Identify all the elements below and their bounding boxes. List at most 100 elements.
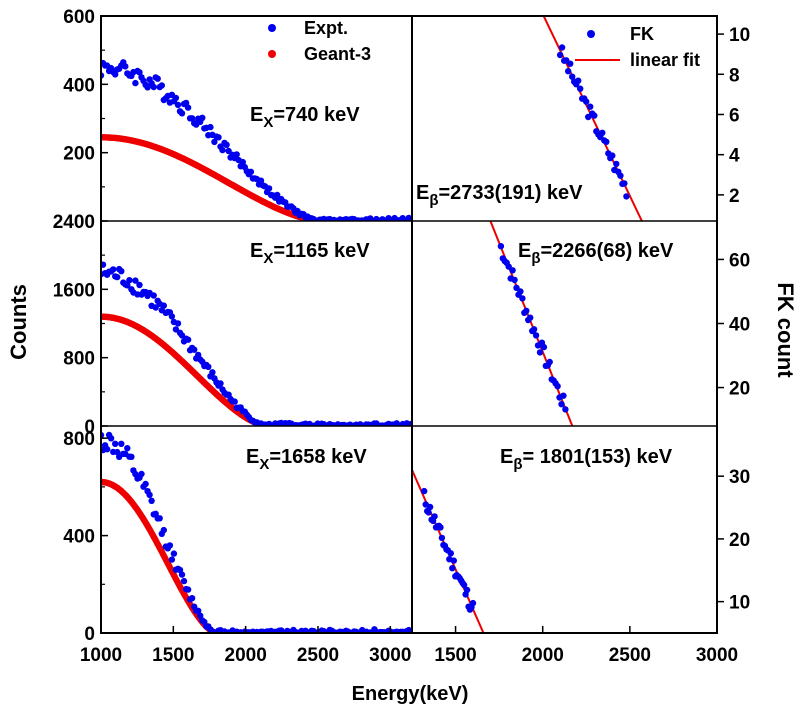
fk-point xyxy=(438,534,446,542)
expt-point xyxy=(174,320,182,327)
legend-left-marker xyxy=(268,50,276,58)
fk-point xyxy=(519,295,526,302)
expt-point xyxy=(170,550,178,557)
ex-value: =740 keV xyxy=(273,104,360,126)
expt-point xyxy=(274,191,281,199)
fk-point xyxy=(425,509,432,516)
x-axis-label: Energy(keV) xyxy=(352,683,469,705)
expt-point xyxy=(247,168,255,175)
ex-sub: X xyxy=(263,114,273,131)
fk-point xyxy=(437,524,444,531)
left-y-tick-label: 800 xyxy=(63,429,95,450)
fk-point xyxy=(469,599,477,607)
expt-point xyxy=(114,273,121,281)
right-y-tick-label: 2 xyxy=(729,186,740,207)
fk-point xyxy=(527,314,534,321)
right-panel-row-3 xyxy=(412,469,485,633)
fk-point xyxy=(532,332,540,339)
fk-point xyxy=(567,60,574,67)
expt-point xyxy=(154,75,161,82)
fk-point xyxy=(556,51,564,59)
left-y-tick-label: 800 xyxy=(63,349,95,370)
left-x-tick-label: 3000 xyxy=(369,645,411,666)
right-panel-row-1 xyxy=(542,16,643,221)
expt-point xyxy=(122,63,129,70)
right-y-tick-label: 60 xyxy=(729,250,750,271)
expt-point xyxy=(223,141,230,148)
expt-point xyxy=(168,556,176,563)
expt-point xyxy=(195,607,202,614)
expt-point xyxy=(124,282,131,289)
eb-prefix: E xyxy=(500,446,513,468)
right-x-tick-label: 2000 xyxy=(522,645,564,666)
expt-point xyxy=(407,628,412,633)
eb-value: =2266(68) keV xyxy=(541,240,675,262)
ex-prefix: E xyxy=(250,240,263,262)
left-panel-row-1 xyxy=(101,59,412,221)
left-y-tick-label: 0 xyxy=(84,417,95,438)
left-x-tick-label: 1000 xyxy=(80,645,122,666)
expt-point xyxy=(174,101,182,109)
y-axis-label-right: FK count xyxy=(773,282,798,378)
right-y-tick-label: 20 xyxy=(729,379,750,400)
fk-point xyxy=(591,112,598,119)
right-x-tick-label: 1500 xyxy=(434,645,476,666)
fk-point xyxy=(431,513,438,520)
expt-point xyxy=(148,497,155,504)
right-x-tick-label: 2500 xyxy=(609,645,651,666)
fk-point xyxy=(621,180,628,187)
fk-point xyxy=(546,358,553,366)
expt-point xyxy=(184,586,192,593)
eb-sub: β xyxy=(429,192,438,209)
eb-annotation: Eβ=2266(68) keV xyxy=(518,240,674,267)
fk-point xyxy=(540,343,548,351)
y-axis-label-left: Counts xyxy=(6,284,31,360)
fk-point xyxy=(569,73,576,80)
left-y-tick-label: 400 xyxy=(63,527,95,548)
plot-layer xyxy=(101,16,643,633)
expt-point xyxy=(112,440,119,447)
expt-point xyxy=(132,79,139,87)
fk-point xyxy=(558,401,565,408)
eb-annotation: Eβ=2733(191) keV xyxy=(416,182,583,209)
fk-point xyxy=(617,172,624,179)
expt-point xyxy=(132,277,139,284)
legend-right: FK linear fit xyxy=(575,24,700,70)
left-y-tick-label: 0 xyxy=(84,624,95,645)
expt-point xyxy=(257,177,265,184)
left-y-tick-label: 1600 xyxy=(53,280,95,301)
expt-point xyxy=(136,69,143,76)
expt-point xyxy=(126,277,133,284)
expt-point xyxy=(184,336,192,343)
fk-point xyxy=(517,288,524,295)
left-x-tick-label: 2500 xyxy=(297,645,339,666)
expt-point xyxy=(110,266,117,273)
expt-point xyxy=(215,134,222,141)
expt-point xyxy=(118,440,125,447)
right-y-tick-label: 20 xyxy=(729,530,750,551)
expt-point xyxy=(118,268,125,275)
eb-annotation: Eβ= 1801(153) keV xyxy=(500,446,673,473)
expt-point xyxy=(146,491,153,499)
outer-frame xyxy=(100,15,718,634)
left-y-tick-label: 2400 xyxy=(53,212,95,233)
fk-point xyxy=(449,565,456,572)
expt-point xyxy=(178,110,186,117)
expt-point xyxy=(219,146,226,154)
eb-sub: β xyxy=(513,456,522,473)
fk-point xyxy=(536,349,544,356)
ex-value: =1658 keV xyxy=(269,446,367,468)
ex-annotation: EX=1658 keV xyxy=(246,446,367,473)
right-y-tick-label: 30 xyxy=(729,467,750,488)
fk-point xyxy=(523,307,530,314)
expt-point xyxy=(128,453,135,460)
left-y-tick-label: 400 xyxy=(63,75,95,96)
fk-point xyxy=(511,276,518,284)
expt-point xyxy=(233,151,240,158)
expt-point xyxy=(142,480,149,488)
left-y-tick-label: 200 xyxy=(63,144,95,165)
expt-point xyxy=(180,577,188,585)
fk-point xyxy=(530,326,538,333)
expt-point xyxy=(168,313,176,320)
